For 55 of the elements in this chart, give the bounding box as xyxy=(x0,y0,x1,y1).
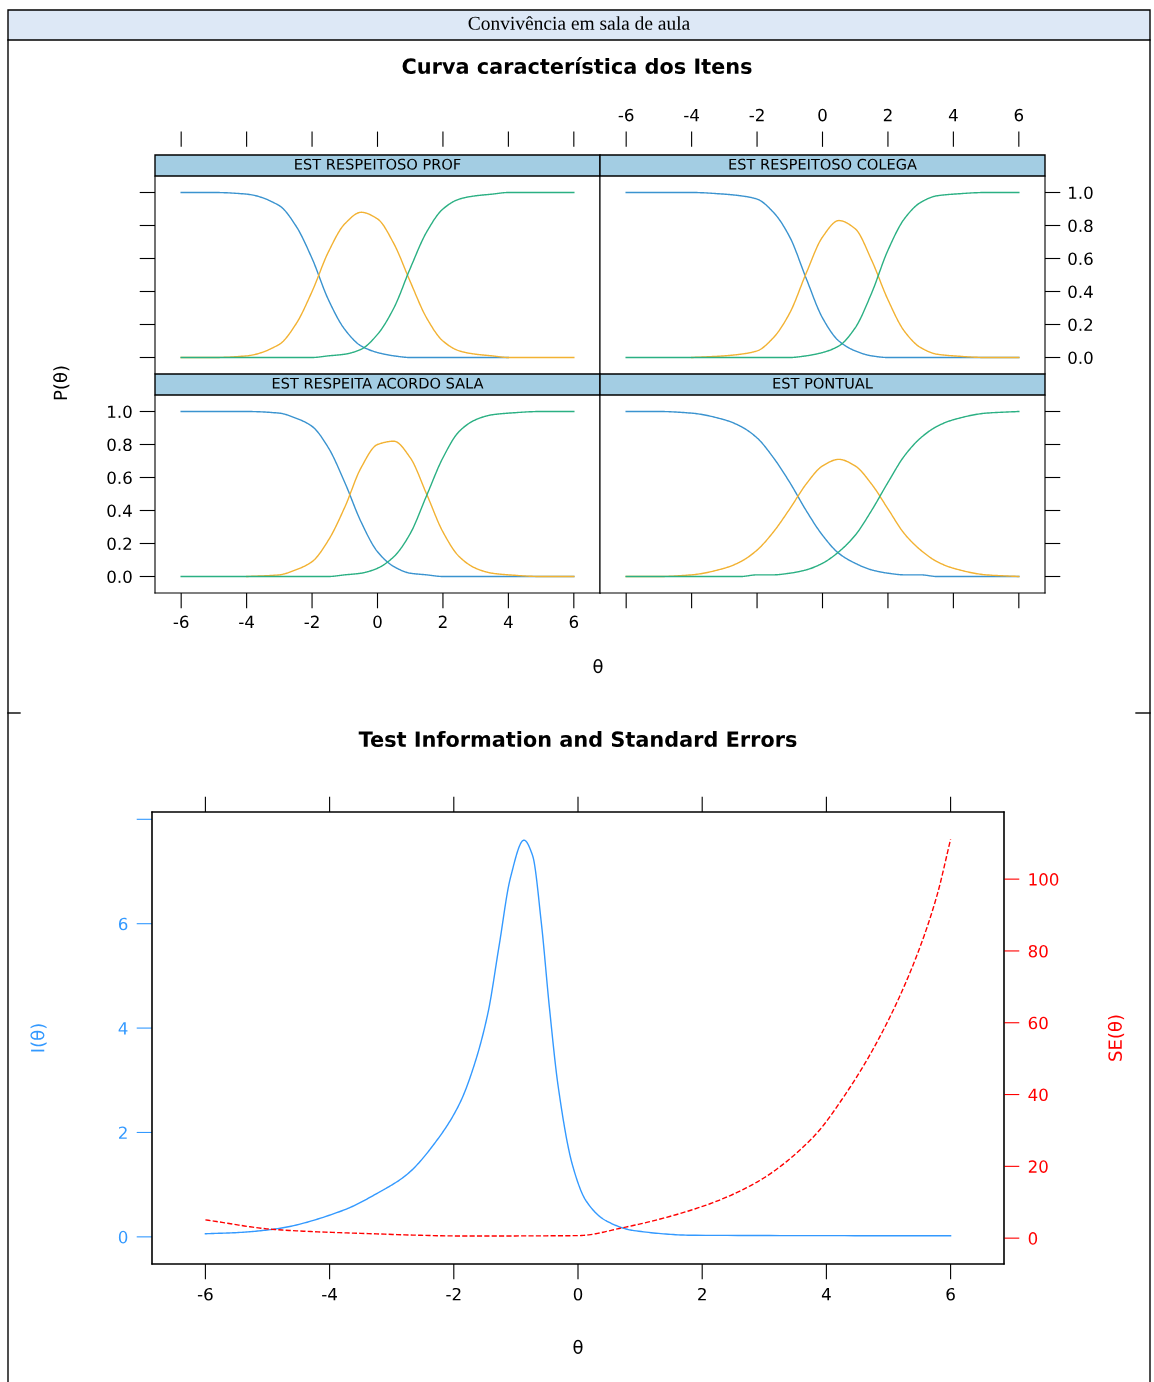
y-tick-label: 6 xyxy=(118,917,128,931)
y-axis-title: I(θ) xyxy=(30,1024,47,1052)
x-tick-label: -2 xyxy=(446,1287,461,1301)
y-tick-label: 0.8 xyxy=(1068,219,1093,233)
x-tick-label: 0 xyxy=(373,615,382,629)
y-tick-label: 0.0 xyxy=(107,570,132,584)
x-tick-label: 4 xyxy=(821,1288,831,1301)
chart-title: EST RESPEITA ACORDO SALA xyxy=(272,377,484,389)
x-tick-label: 2 xyxy=(438,615,447,628)
x-axis-title: θ xyxy=(593,659,603,674)
chart-title: Test Information and Standard Errors xyxy=(358,730,797,748)
x-axis-title: θ xyxy=(573,1339,583,1354)
text: Curva característica dos Itens xyxy=(402,57,752,75)
y-axis-title: P(θ) xyxy=(53,366,70,400)
y-tick-label: 0.4 xyxy=(1068,285,1093,299)
y2-tick-label: 40 xyxy=(1028,1088,1048,1102)
x-tick-label: 4 xyxy=(503,615,513,628)
x-tick-label: 0 xyxy=(573,1287,583,1301)
x-tick-label: 6 xyxy=(569,615,579,629)
y2-tick-label: 0 xyxy=(1028,1232,1038,1245)
y-tick-label: 0.2 xyxy=(107,537,132,551)
x-tick-label: -6 xyxy=(618,108,634,122)
chart-title: EST RESPEITOSO PROF xyxy=(295,158,461,170)
y-tick-label: 0 xyxy=(118,1230,128,1244)
y2-tick-label: 20 xyxy=(1028,1160,1048,1173)
x-tick-label: 4 xyxy=(948,108,958,122)
y-tick-label: 1.0 xyxy=(108,405,132,419)
x-tick-label: -2 xyxy=(304,615,319,628)
y-tick-label: 4 xyxy=(118,1022,128,1035)
y-tick-label: 0.4 xyxy=(107,504,132,518)
x-tick-label: 0 xyxy=(818,108,827,122)
x-tick-label: 2 xyxy=(698,1287,706,1301)
x-tick-label: 6 xyxy=(1014,108,1024,122)
x-tick-label: -2 xyxy=(749,108,764,122)
x-tick-label: -4 xyxy=(684,108,699,122)
y-tick-label: 1.0 xyxy=(1069,186,1093,200)
x-tick-label: 2 xyxy=(883,108,892,122)
x-tick-label: -4 xyxy=(322,1288,337,1301)
chart-title: EST PONTUAL xyxy=(773,377,873,389)
y-tick-label: 2 xyxy=(119,1126,127,1139)
y-tick-label: 0.0 xyxy=(1068,351,1093,365)
x-tick-label: -6 xyxy=(197,1287,213,1301)
text: Convivência em sala de aula xyxy=(468,16,690,30)
y2-tick-label: 80 xyxy=(1028,944,1048,958)
y-tick-label: 0.6 xyxy=(1068,252,1093,266)
x-tick-label: 6 xyxy=(946,1287,955,1301)
chart-title: EST RESPEITOSO COLEGA xyxy=(729,158,917,170)
y2-axis-title: SE(θ) xyxy=(1107,1015,1125,1061)
y-tick-label: 0.2 xyxy=(1068,318,1093,332)
x-tick-label: -4 xyxy=(239,615,254,628)
y2-tick-label: 60 xyxy=(1028,1016,1048,1030)
y-tick-label: 0.6 xyxy=(107,471,132,485)
y2-tick-label: 100 xyxy=(1029,873,1059,886)
x-tick-label: -6 xyxy=(173,615,189,629)
y-tick-label: 0.8 xyxy=(107,438,132,452)
